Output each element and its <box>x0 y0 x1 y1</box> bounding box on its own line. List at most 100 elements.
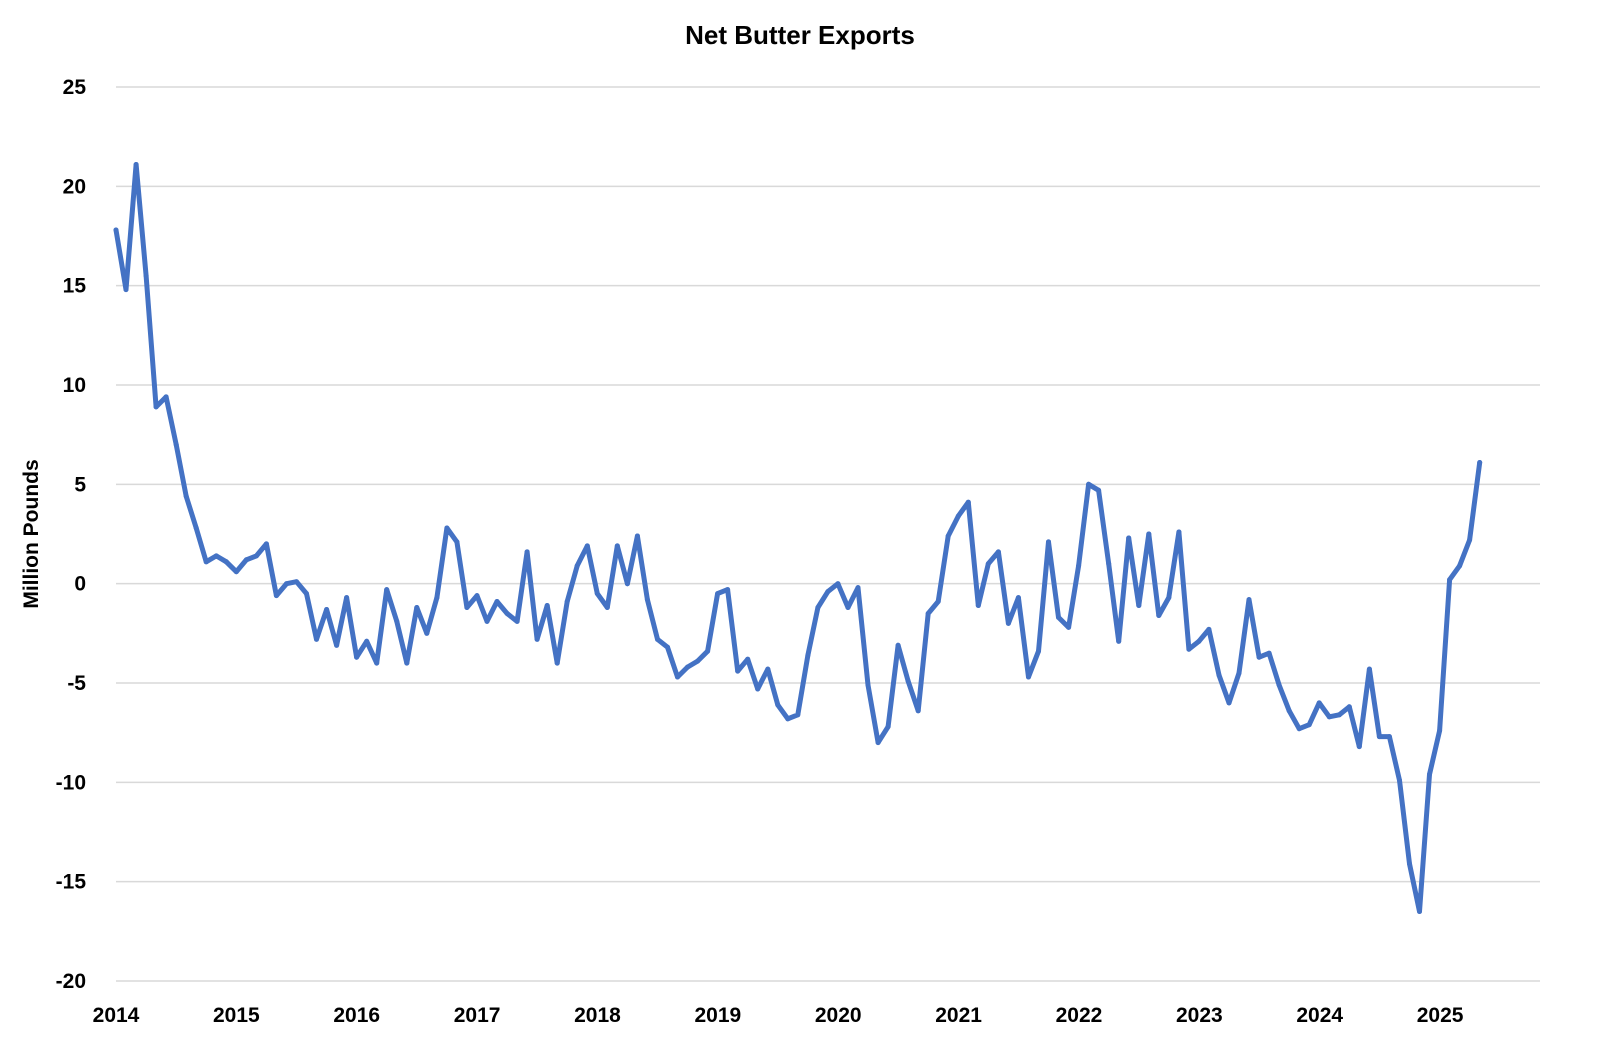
data-point <box>434 595 440 601</box>
data-point <box>935 599 941 604</box>
data-point <box>223 559 229 565</box>
data-point <box>1316 700 1322 706</box>
data-point <box>1096 487 1102 493</box>
data-point <box>1066 624 1072 630</box>
data-point <box>1467 537 1473 543</box>
data-point <box>374 660 380 666</box>
data-point <box>273 593 279 599</box>
data-point <box>253 553 259 559</box>
data-point <box>514 618 520 624</box>
data-point <box>1076 563 1082 569</box>
data-point <box>985 561 991 567</box>
data-point <box>1196 638 1202 644</box>
data-point <box>685 664 690 670</box>
data-point <box>1136 603 1142 608</box>
data-point <box>1176 529 1182 535</box>
data-point <box>314 636 319 642</box>
data-point <box>534 636 540 642</box>
data-point <box>1026 674 1031 680</box>
x-tick-label: 2014 <box>93 1004 140 1027</box>
data-point <box>554 660 560 666</box>
data-point <box>384 587 390 593</box>
data-point <box>865 682 871 688</box>
data-point <box>1407 861 1412 867</box>
data-point <box>1156 613 1162 618</box>
data-point <box>263 541 269 547</box>
data-point <box>1427 771 1432 777</box>
data-point <box>1336 712 1342 718</box>
data-point <box>915 708 921 714</box>
data-point <box>1036 648 1041 654</box>
x-tick-label: 2019 <box>695 1004 742 1027</box>
data-point <box>1216 672 1222 678</box>
y-tick-label: -15 <box>56 871 87 894</box>
data-point <box>524 549 530 555</box>
x-tick-label: 2024 <box>1296 1004 1343 1027</box>
data-point <box>1146 531 1152 537</box>
data-point <box>965 499 971 505</box>
data-point <box>1046 539 1051 545</box>
data-point <box>1386 734 1392 740</box>
y-tick-label: 5 <box>74 473 86 496</box>
data-point <box>675 674 680 680</box>
y-tick-label: -20 <box>56 970 86 993</box>
y-tick-label: 25 <box>63 76 87 99</box>
data-point <box>404 660 410 666</box>
data-point <box>1447 577 1453 583</box>
data-point <box>875 740 881 746</box>
data-point <box>1457 563 1463 569</box>
data-point <box>1236 670 1242 676</box>
x-tick-label: 2021 <box>935 1004 982 1027</box>
data-point <box>1366 666 1372 672</box>
data-point <box>143 273 149 279</box>
data-point <box>634 533 640 539</box>
data-point <box>765 666 771 672</box>
data-point <box>294 579 299 585</box>
data-point <box>795 712 801 718</box>
data-point <box>805 652 811 658</box>
data-point <box>544 603 550 608</box>
data-point <box>835 581 841 587</box>
data-point <box>1477 460 1483 465</box>
data-point <box>655 636 660 642</box>
data-point <box>133 162 139 167</box>
y-axis-title: Million Pounds <box>20 459 43 608</box>
data-point <box>725 587 731 593</box>
data-point <box>695 658 701 664</box>
data-point <box>1206 626 1212 632</box>
data-point <box>173 442 179 448</box>
series-line <box>113 162 1483 914</box>
data-point <box>414 605 420 610</box>
data-point <box>1376 734 1382 740</box>
data-point <box>153 404 159 410</box>
x-tick-label: 2025 <box>1417 1004 1464 1027</box>
data-point <box>815 605 821 610</box>
y-tick-label: -10 <box>56 771 86 794</box>
data-point <box>1397 777 1402 783</box>
data-point <box>995 549 1001 555</box>
data-point <box>424 630 430 636</box>
data-point <box>584 543 590 549</box>
data-point <box>193 525 199 531</box>
data-point <box>233 569 239 575</box>
series-group <box>113 162 1483 914</box>
data-point <box>735 668 741 674</box>
data-point <box>1326 714 1332 720</box>
y-axis-ticks: -20 -15 -10 -5 0 5 10 15 20 25 <box>56 76 87 993</box>
data-point <box>1437 728 1443 734</box>
data-point <box>284 581 289 587</box>
data-point <box>745 656 751 662</box>
data-point <box>504 611 510 616</box>
data-point <box>394 618 400 624</box>
gridlines <box>116 86 1540 982</box>
data-point <box>1296 726 1302 732</box>
data-point <box>775 702 781 708</box>
data-point <box>1126 535 1132 541</box>
x-tick-label: 2017 <box>454 1004 501 1027</box>
data-point <box>484 618 490 624</box>
data-point <box>1116 638 1122 644</box>
data-point <box>1256 654 1262 660</box>
data-point <box>975 603 981 608</box>
data-point <box>1166 595 1172 601</box>
